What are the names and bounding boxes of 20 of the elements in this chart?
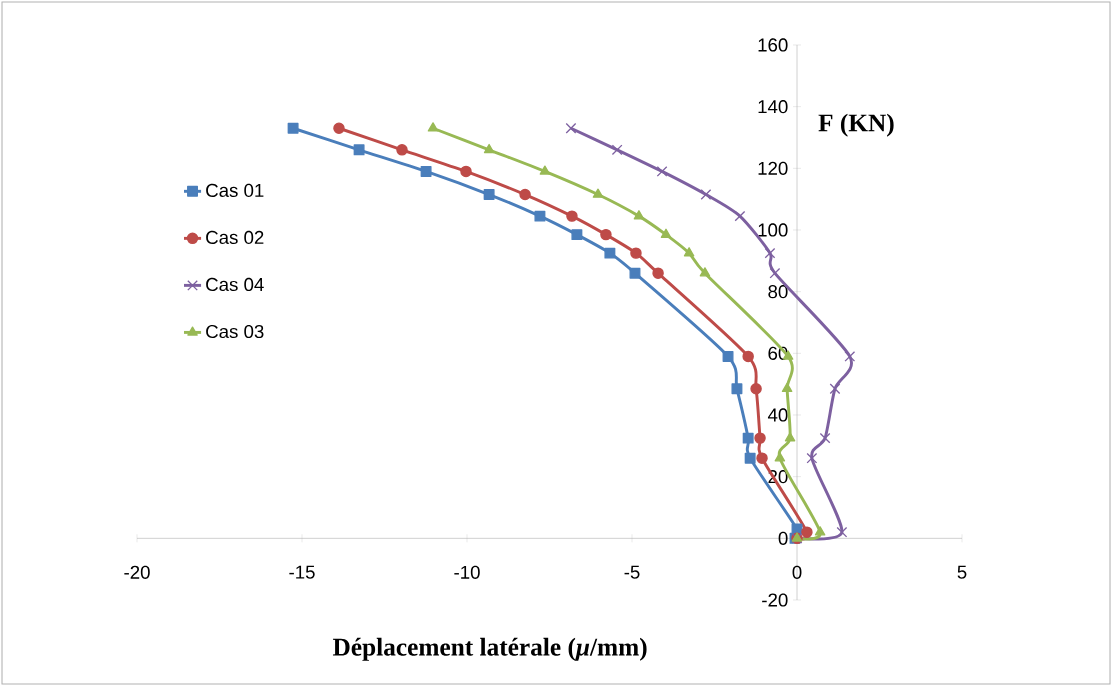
y-tick-label: 120 (758, 161, 788, 175)
y-tick-label: 100 (758, 223, 788, 237)
y-tick-label: 140 (758, 100, 788, 114)
x-tick-label: -10 (454, 565, 480, 579)
y-tick-label: 0 (778, 531, 788, 545)
x-tick-label: 0 (792, 565, 802, 579)
y-axis-title: F (KN) (818, 113, 894, 137)
x-axis-title: Déplacement latérale (μ/mm) (332, 637, 647, 661)
legend-label: Cas 02 (206, 230, 264, 245)
x-tick-label: -20 (124, 565, 150, 579)
x-tick-label: -15 (289, 565, 315, 579)
x-tick-label: 5 (957, 565, 967, 579)
y-tick-label: 160 (758, 38, 788, 52)
y-tick-label: 80 (768, 285, 788, 299)
legend-label: Cas 03 (206, 324, 264, 339)
y-tick-label: -20 (762, 593, 788, 607)
y-tick-label: 40 (767, 408, 788, 422)
x-tick-label: -5 (624, 565, 640, 579)
legend-label: Cas 04 (206, 277, 264, 292)
legend-label: Cas 01 (206, 183, 264, 198)
